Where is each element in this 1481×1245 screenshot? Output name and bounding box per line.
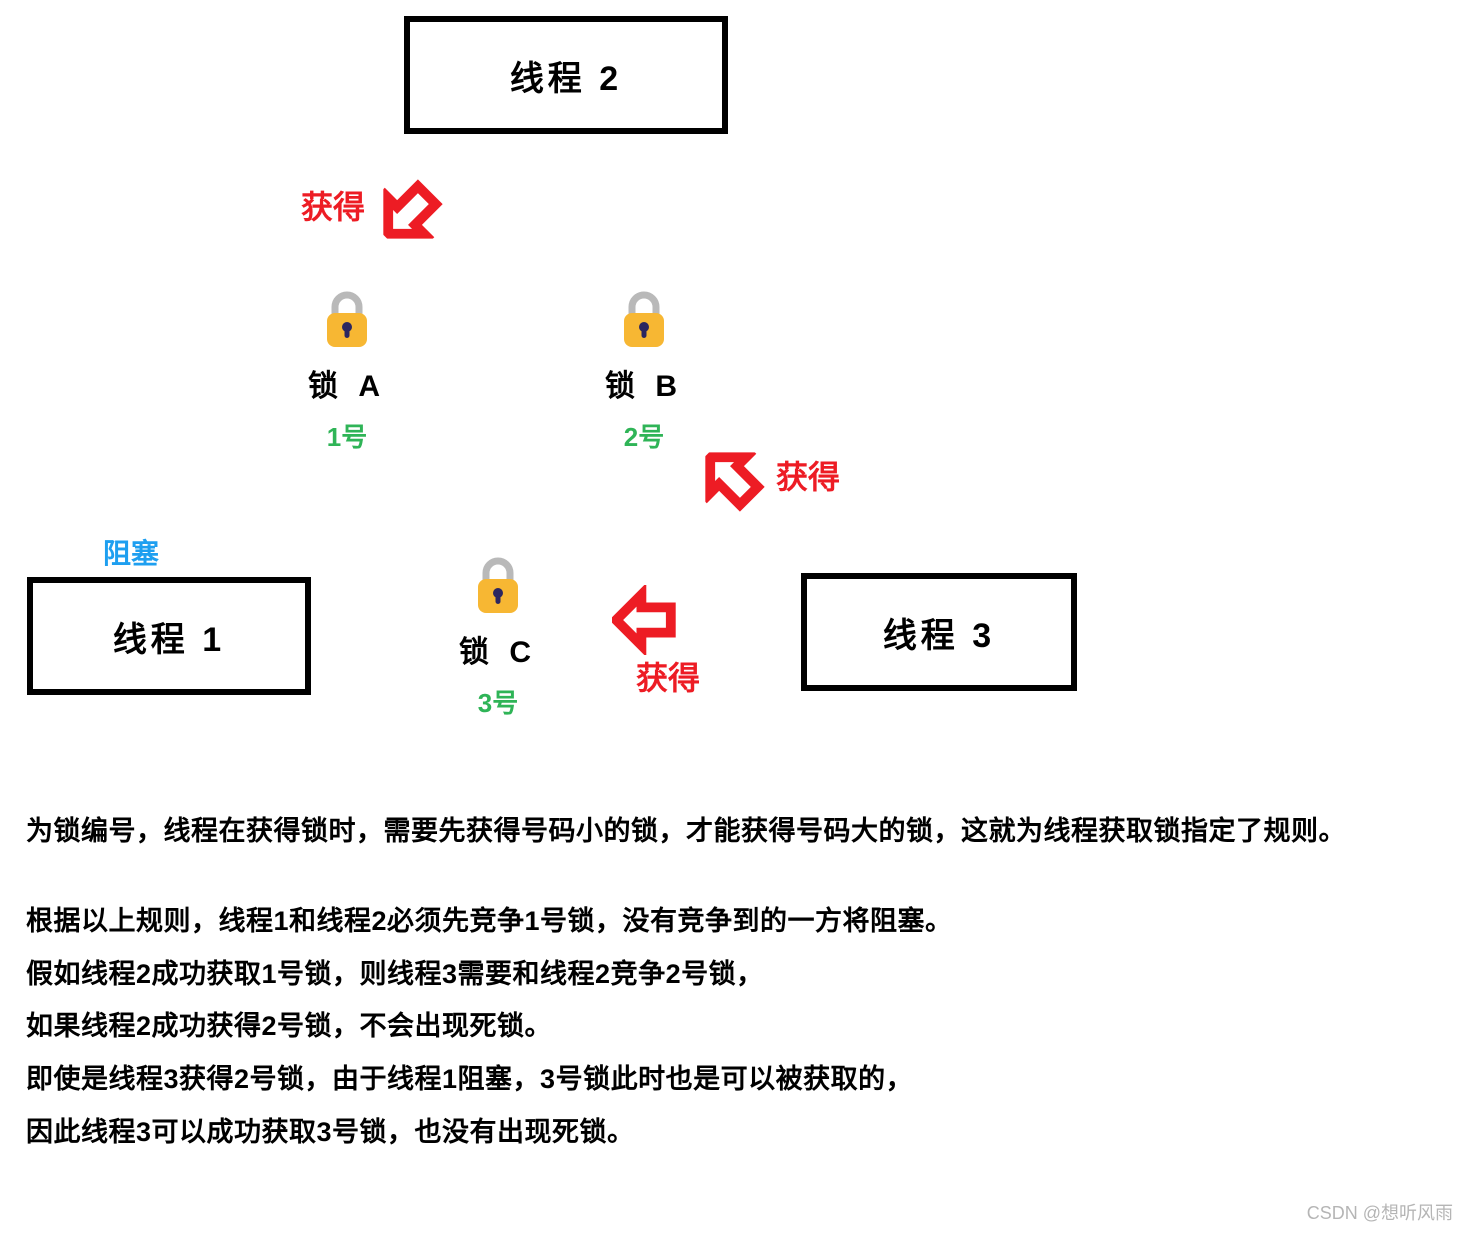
lock-a: 锁 A 1号 [308, 287, 386, 454]
lock-c: 锁 C 3号 [459, 553, 537, 720]
lock-c-label: 锁 C [459, 627, 537, 671]
explanation-line-5: 因此线程3可以成功获取3号锁，也没有出现死锁。 [26, 1106, 953, 1159]
explanation-paragraph: 根据以上规则，线程1和线程2必须先竞争1号锁，没有竞争到的一方将阻塞。 假如线程… [26, 895, 953, 1158]
lock-icon [315, 287, 379, 351]
explanation-line-2: 假如线程2成功获取1号锁，则线程3需要和线程2竞争2号锁， [26, 948, 953, 1001]
lock-b-label: 锁 B [605, 361, 683, 405]
arrow-3 [612, 585, 682, 655]
lock-a-label: 锁 A [308, 361, 386, 405]
arrow-2 [683, 430, 782, 529]
rule-paragraph: 为锁编号，线程在获得锁时，需要先获得号码小的锁，才能获得号码大的锁，这就为线程获… [26, 805, 1346, 858]
block-label: 阻塞 [103, 532, 159, 572]
lock-b-number: 2号 [624, 417, 664, 454]
thread-3-box: 线程 3 [801, 573, 1077, 691]
arrow-1 [361, 163, 460, 262]
explanation-line-3: 如果线程2成功获得2号锁，不会出现死锁。 [26, 1000, 953, 1053]
explanation-line-4: 即使是线程3获得2号锁，由于线程1阻塞，3号锁此时也是可以被获取的， [26, 1053, 953, 1106]
lock-icon [612, 287, 676, 351]
lock-c-number: 3号 [478, 683, 518, 720]
acquire-label-1: 获得 [301, 182, 365, 228]
explanation-line-1: 根据以上规则，线程1和线程2必须先竞争1号锁，没有竞争到的一方将阻塞。 [26, 895, 953, 948]
watermark: CSDN @想听风雨 [1307, 1199, 1453, 1225]
acquire-label-3: 获得 [636, 653, 700, 699]
lock-b: 锁 B 2号 [605, 287, 683, 454]
thread-2-box: 线程 2 [404, 16, 728, 134]
thread-1-box: 线程 1 [27, 577, 311, 695]
lock-icon [466, 553, 530, 617]
acquire-label-2: 获得 [776, 452, 840, 498]
lock-a-number: 1号 [327, 417, 367, 454]
